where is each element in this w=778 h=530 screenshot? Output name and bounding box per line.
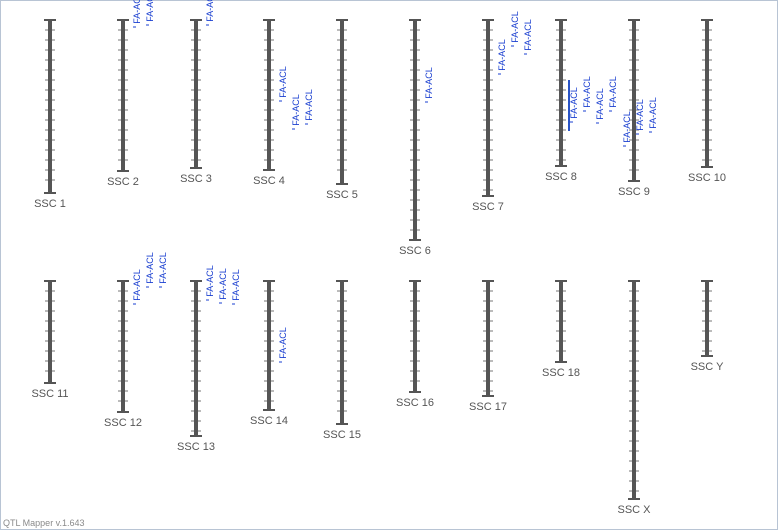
qtl-label: FA-ACL — [205, 265, 215, 297]
chromosome-label: SSC 18 — [542, 367, 580, 379]
qtl-label: FA-ACL — [648, 97, 658, 129]
chromosome-label: SSC 4 — [253, 175, 285, 187]
qtl-label: FA-ACL — [304, 89, 314, 121]
qtl-label: FA-ACL — [497, 39, 507, 71]
chromosome-label: SSC 8 — [545, 171, 577, 183]
qtl-label: FA-ACL — [510, 11, 520, 43]
chromosome-label: SSC 2 — [107, 176, 139, 188]
chromosome-label: SSC 11 — [31, 388, 68, 400]
qtl-label: FA-ACL — [231, 269, 241, 301]
chromosome-label: SSC 3 — [180, 173, 212, 185]
chromosome-label: SSC 13 — [177, 441, 215, 453]
qtl-label: FA-ACL — [132, 269, 142, 301]
qtl-label: FA-ACL — [523, 19, 533, 51]
chromosome-label: SSC 7 — [472, 201, 504, 213]
chromosome-label: SSC X — [617, 504, 651, 516]
chromosome-label: SSC 17 — [469, 401, 507, 413]
qtl-label: FA-ACL — [622, 111, 632, 143]
chromosome-label: SSC 1 — [34, 198, 66, 210]
qtl-label: FA-ACL — [218, 268, 228, 300]
qtl-label: FA-ACL — [132, 0, 142, 24]
qtl-label: FA-ACL — [291, 94, 301, 126]
chromosome-label: SSC Y — [691, 361, 724, 373]
qtl-label: FA-ACL — [278, 327, 288, 359]
qtl-label: FA-ACL — [582, 76, 592, 108]
qtl-label: FA-ACL — [145, 0, 155, 22]
chromosome-label: SSC 12 — [104, 417, 142, 429]
chromosome-label: SSC 15 — [323, 429, 361, 441]
chromosome-label: SSC 10 — [688, 172, 726, 184]
footer: QTL Mapper v.1.643 — [3, 518, 85, 528]
qtl-label: FA-ACL — [424, 67, 434, 99]
qtl-label: FA-ACL — [635, 99, 645, 131]
qtl-label: FA-ACL — [608, 76, 618, 108]
qtl-label: FA-ACL — [278, 66, 288, 98]
chromosome-label: SSC 5 — [326, 189, 358, 201]
chromosome-label: SSC 16 — [396, 397, 434, 409]
qtl-label: FA-ACL — [595, 88, 605, 120]
chromosome-label: SSC 14 — [250, 415, 288, 427]
chromosome-label: SSC 6 — [399, 245, 431, 257]
qtl-label: FA-ACL — [569, 87, 579, 119]
qtl-label: FA-ACL — [145, 252, 155, 284]
qtl-label: FA-ACL — [205, 0, 215, 22]
qtl-label: FA-ACL — [158, 252, 168, 284]
chromosome-label: SSC 9 — [618, 186, 650, 198]
